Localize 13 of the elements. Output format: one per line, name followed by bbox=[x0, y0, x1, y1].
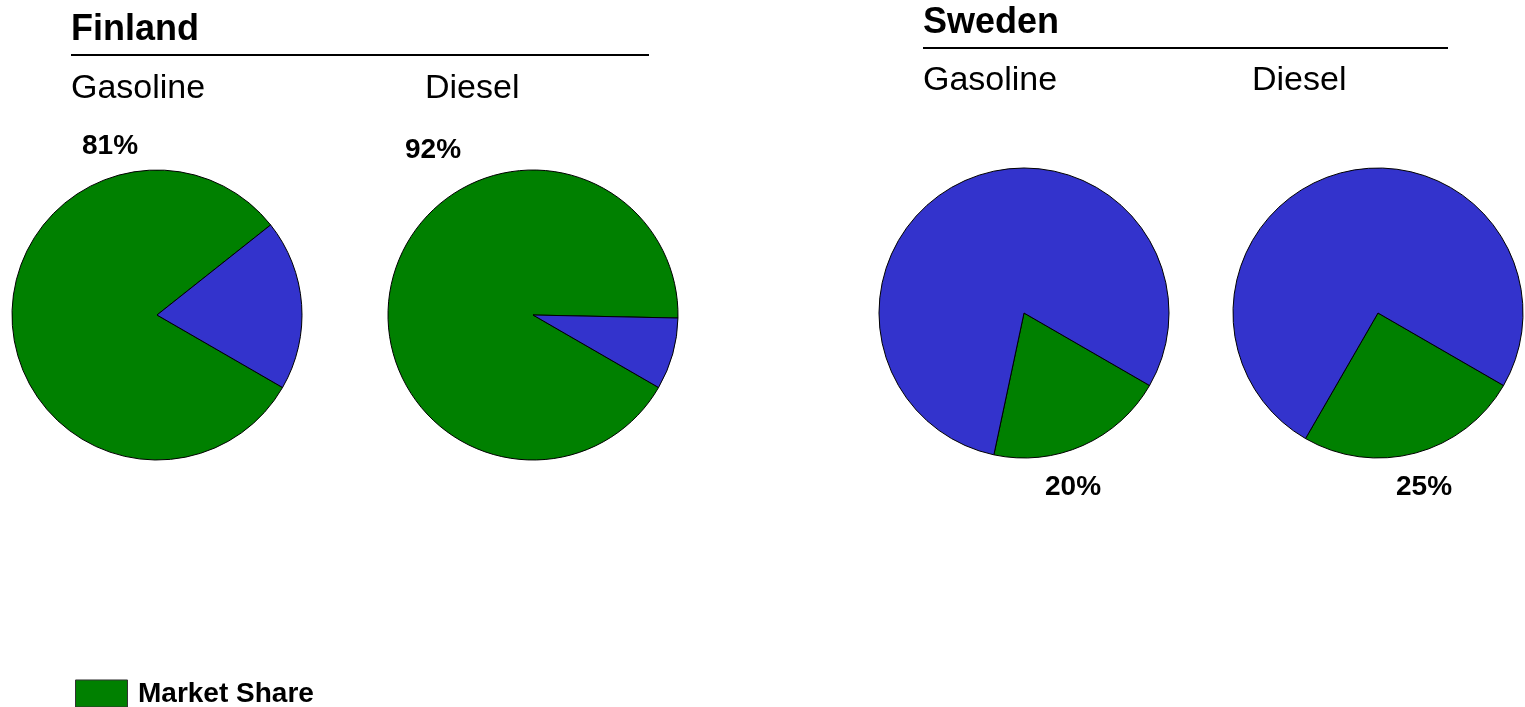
chart-subtitle: Diesel bbox=[425, 67, 520, 105]
chart-subtitle: Diesel bbox=[1252, 59, 1347, 97]
pie-slice bbox=[878, 167, 1170, 456]
chart-title: Sweden bbox=[923, 0, 1060, 41]
data-label: 20% bbox=[1045, 470, 1102, 501]
chart-title: Finland bbox=[71, 7, 199, 48]
legend-label: Market Share bbox=[138, 676, 314, 707]
pie-slice bbox=[387, 169, 679, 461]
chart-subtitle: Gasoline bbox=[923, 59, 1058, 97]
data-label: 92% bbox=[405, 133, 462, 164]
chart-subtitle: Gasoline bbox=[71, 67, 206, 105]
data-label: 81% bbox=[82, 129, 139, 160]
data-label: 25% bbox=[1396, 470, 1453, 501]
